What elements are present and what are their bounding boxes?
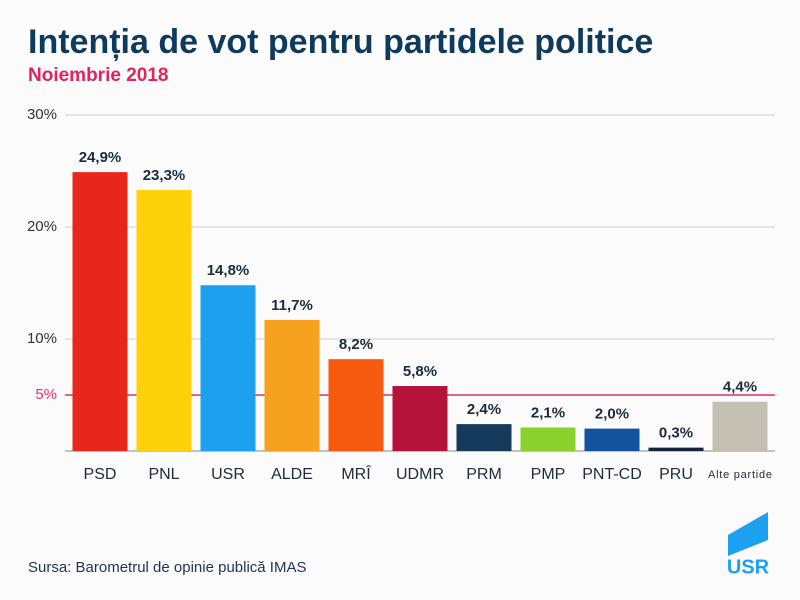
value-label: 8,2%: [339, 336, 373, 353]
value-label: 2,1%: [531, 404, 565, 421]
y-tick-label: 5%: [35, 386, 57, 403]
x-tick-label: PSD: [84, 466, 117, 483]
bar: [712, 401, 768, 451]
y-tick-label: 10%: [27, 330, 57, 347]
bar: [264, 319, 320, 451]
bar: [328, 359, 384, 451]
x-tick-label: MRÎ: [341, 464, 371, 483]
bar: [520, 427, 576, 451]
value-label: 23,3%: [143, 167, 186, 184]
value-label: 0,3%: [659, 425, 693, 442]
x-tick-label: UDMR: [396, 466, 444, 483]
value-label: 4,4%: [723, 379, 757, 396]
x-tick-label: ALDE: [271, 466, 313, 483]
value-label: 11,7%: [271, 297, 313, 314]
chart-subtitle: Noiembrie 2018: [28, 65, 168, 86]
x-tick-label: PNL: [148, 466, 179, 483]
x-tick-label: PMP: [531, 466, 566, 483]
bar: [456, 424, 512, 451]
bar: [136, 190, 192, 452]
value-label: 24,9%: [79, 149, 122, 166]
x-tick-label: Alte partide: [708, 469, 772, 481]
x-tick-label: PRM: [466, 466, 502, 483]
x-tick-label: USR: [211, 466, 245, 483]
bar: [392, 386, 448, 451]
y-tick-label: 30%: [27, 106, 57, 123]
value-label: 2,0%: [595, 406, 629, 423]
logo-shape: [728, 512, 768, 556]
source: Sursa: Barometrul de opinie publică IMAS: [28, 559, 306, 576]
y-tick-label: 20%: [27, 218, 57, 235]
value-label: 2,4%: [467, 401, 501, 418]
bar: [648, 447, 704, 451]
value-label: 5,8%: [403, 363, 437, 380]
chart-title: Intenția de vot pentru partidele politic…: [28, 23, 653, 61]
x-tick-label: PNT-CD: [582, 466, 642, 483]
bar: [200, 285, 256, 451]
logo: USR: [727, 556, 770, 578]
value-label: 14,8%: [207, 262, 250, 279]
bar: [584, 428, 640, 451]
x-tick-label: PRU: [659, 466, 693, 483]
bar: [72, 172, 128, 451]
